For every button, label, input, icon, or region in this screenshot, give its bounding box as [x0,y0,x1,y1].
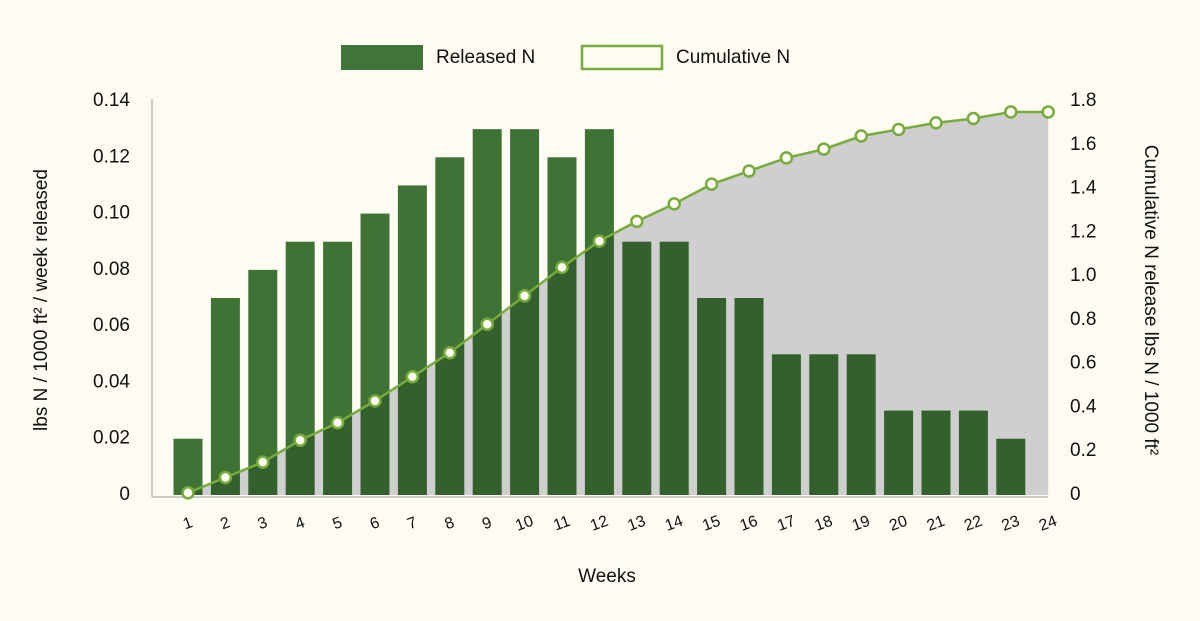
cumulative-point [966,111,981,126]
x-tick-label: 15 [700,513,723,535]
x-tick-label: 8 [443,514,457,533]
cumulative-point [1041,105,1055,119]
cumulative-point [480,317,494,332]
y2-tick-label: 0 [1070,484,1081,505]
y2-tick-label: 0.2 [1070,440,1096,461]
x-tick-label: 10 [513,513,536,535]
x-tick-label: 20 [887,513,910,535]
y2-tick-label: 1.6 [1070,134,1096,155]
x-axis-title: Weeks [578,566,636,587]
legend-label: Released N [436,47,535,68]
x-tick-label: 19 [850,513,873,535]
cumulative-point [817,142,831,156]
cumulative-point [256,455,270,469]
x-tick-label: 3 [256,514,270,533]
y-tick-label: 0 [119,484,130,505]
x-tick-label: 11 [551,513,573,535]
cumulative-point [667,197,681,211]
y2-tick-label: 1.0 [1070,265,1096,286]
y-tick-label: 0.10 [93,203,130,224]
cumulative-point [1004,105,1018,119]
cumulative-point [779,151,794,165]
x-tick-label: 23 [999,513,1022,535]
y-tick-label: 0.08 [93,259,130,280]
cumulative-point [443,345,457,360]
x-tick-label: 18 [812,513,835,535]
legend-swatch [341,45,423,70]
y2-tick-label: 0.4 [1070,396,1097,417]
cumulative-area-overlay [188,111,1049,495]
x-tick-label: 2 [218,514,232,533]
y2-tick-label: 0.8 [1070,309,1096,330]
legend-label: Cumulative N [676,47,790,68]
y-tick-label: 0.02 [93,428,130,449]
x-tick-label: 17 [775,513,798,535]
cumulative-point [218,470,233,485]
x-tick-label: 16 [738,513,761,535]
cumulative-point [293,433,307,448]
cumulative-point [891,122,906,137]
y-tick-label: 0.04 [93,371,130,392]
cumulative-point [854,129,868,143]
x-tick-label: 21 [925,513,948,535]
y-tick-label: 0.06 [93,315,130,336]
cumulative-point [181,486,195,500]
y-tick-label: 0.14 [93,90,130,111]
x-tick-label: 5 [330,514,344,533]
y-axis-title: lbs N / 1000 ft² / week released [31,169,52,431]
cumulative-point [368,394,382,408]
cumulative-point [405,370,420,384]
cumulative-point [630,214,644,229]
x-tick-label: 7 [405,514,419,533]
x-tick-label: 12 [588,513,611,535]
cumulative-point [929,116,943,130]
x-tick-label: 1 [181,514,195,533]
cumulative-point [592,234,607,248]
x-tick-label: 4 [293,514,307,533]
x-tick-label: 13 [625,513,648,535]
y-tick-label: 0.12 [93,146,130,167]
x-tick-label: 6 [368,514,382,533]
y2-tick-label: 1.2 [1070,221,1096,242]
x-tick-label: 24 [1037,513,1060,535]
bar [210,298,240,495]
cumulative-point [742,164,756,178]
cumulative-point [704,177,719,191]
x-tick-label: 14 [663,513,686,535]
y2-tick-label: 0.6 [1070,353,1096,374]
x-tick-label: 22 [962,513,985,535]
y2-tick-label: 1.4 [1070,178,1097,199]
legend-swatch [580,44,664,71]
cumulative-point [517,289,532,303]
x-tick-label: 9 [480,514,494,533]
y2-axis-title: Cumulative N release lbs N / 1000 ft² [1140,145,1161,455]
y2-tick-label: 1.8 [1070,90,1096,111]
cumulative-point [555,260,569,275]
bar [173,438,203,495]
cumulative-point [330,416,345,430]
